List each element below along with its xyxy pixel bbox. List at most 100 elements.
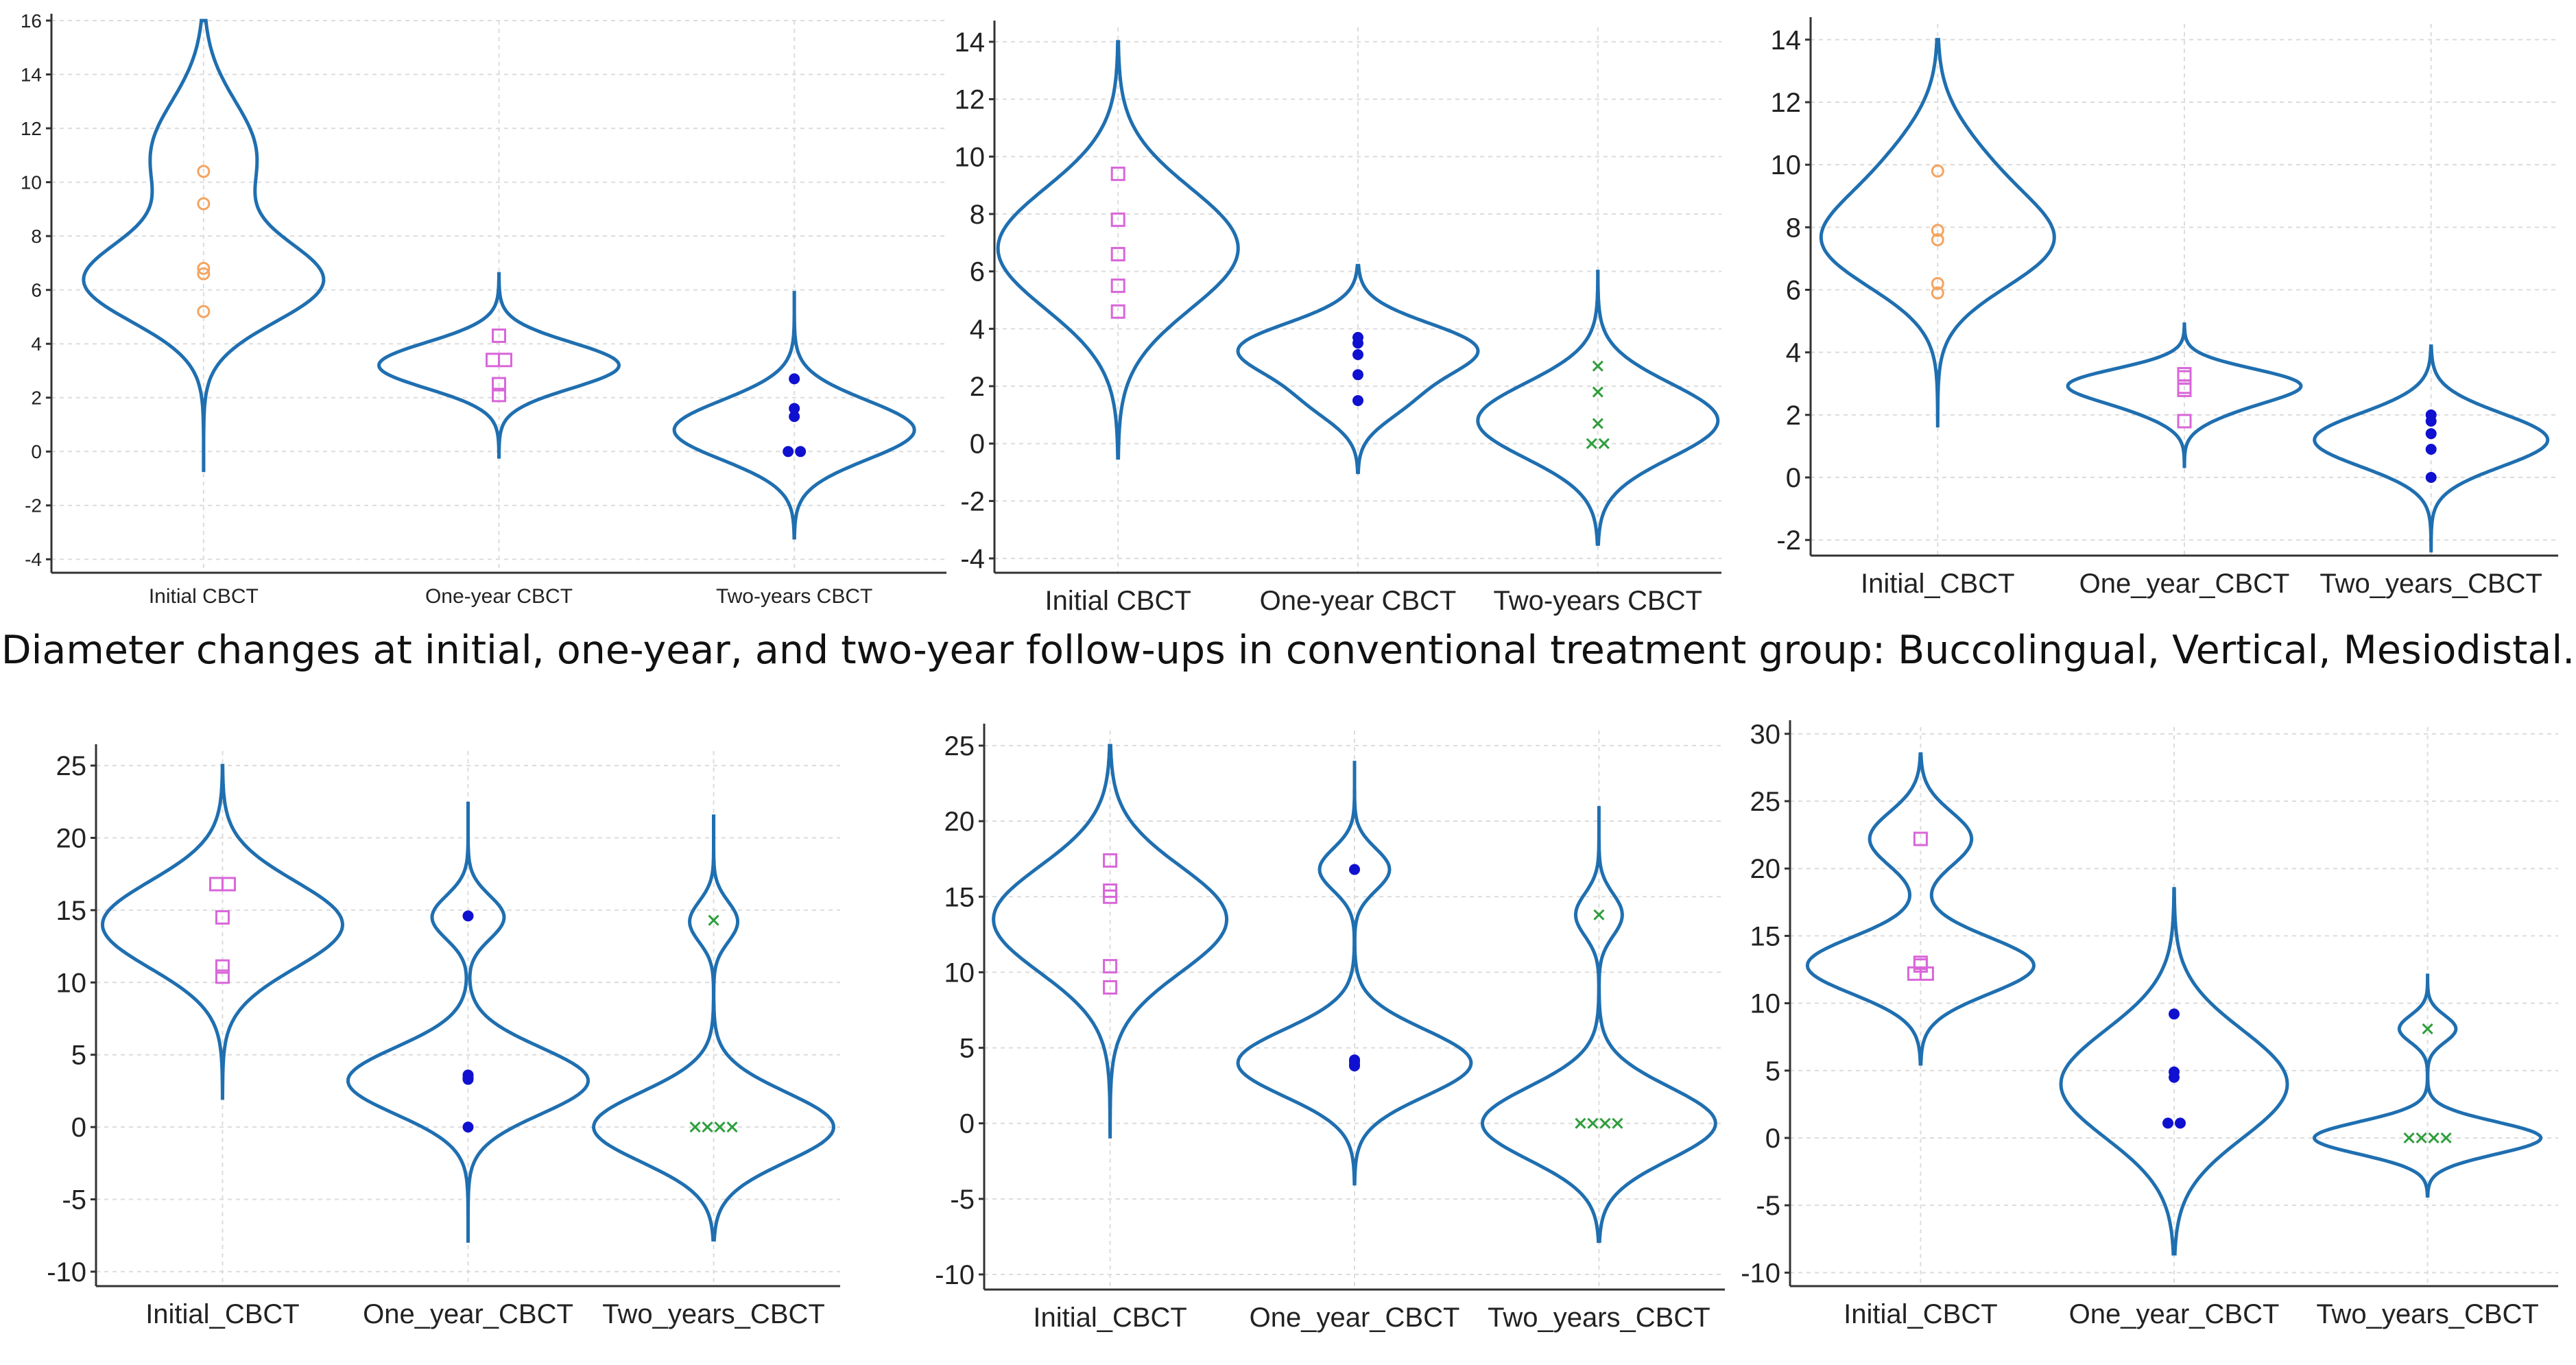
chart-vertical-2: -10 -5 0 5 10 15 20 25 Initial_CBCT One_year_CBCT… [935, 724, 1725, 1333]
violin-initial-cbct [1819, 38, 2056, 428]
y-tick-label: 0 [71, 1113, 86, 1143]
chart-mesiodistal-2: -10 -5 0 5 10 15 20 25 30 Initial_CBCT One_year_CB… [1741, 720, 2558, 1329]
y-tick-label: 15 [944, 882, 975, 912]
y-tick-label: -10 [47, 1257, 86, 1287]
data-point [2428, 1132, 2440, 1144]
data-point [2175, 1117, 2186, 1129]
y-tick-label: -2 [960, 486, 985, 517]
violin-one-year-cbct [377, 272, 621, 459]
data-point [1919, 966, 1934, 981]
y-tick-label: 5 [71, 1041, 86, 1071]
data-point [1931, 276, 1944, 290]
data-point [1575, 1117, 1586, 1129]
violin-initial-cbct [996, 40, 1240, 460]
violin-one-year-cbct [346, 801, 591, 1243]
data-point [1931, 233, 1944, 247]
violin-one-year-cbct [1236, 263, 1480, 475]
data-point [1103, 980, 1118, 995]
data-point [1592, 418, 1603, 429]
y-tick-label: 10 [56, 968, 87, 998]
y-tick-label: 2 [31, 388, 42, 409]
data-point [221, 877, 236, 892]
y-tick-label: 5 [959, 1034, 975, 1064]
data-point [197, 261, 211, 275]
x-category-label: Initial_CBCT [1844, 1299, 1998, 1329]
data-point [2425, 428, 2437, 440]
data-point [1110, 247, 1125, 262]
data-point [1599, 1117, 1611, 1129]
data-point [215, 910, 230, 925]
y-tick-label: 2 [970, 372, 985, 402]
y-tick-label: 15 [56, 896, 87, 926]
data-point [1103, 889, 1118, 904]
y-tick-label: 5 [1765, 1056, 1780, 1087]
data-point [215, 969, 230, 984]
data-point [1352, 394, 1363, 406]
y-tick-label: 10 [1750, 989, 1781, 1019]
y-tick-label: 0 [1765, 1124, 1780, 1154]
data-point [1593, 909, 1605, 921]
data-point [2169, 1071, 2180, 1083]
data-point [1587, 1117, 1599, 1129]
x-category-label: Two_years_CBCT [2316, 1299, 2539, 1329]
y-tick-label: 10 [1771, 150, 1802, 180]
data-point [1931, 164, 1944, 178]
y-tick-label: 0 [970, 429, 985, 460]
data-point [2422, 1023, 2433, 1034]
data-point [708, 914, 719, 926]
y-tick-label: 6 [1786, 276, 1801, 306]
data-point [689, 1121, 701, 1133]
data-point [783, 446, 794, 458]
violin-one-year-cbct [2059, 887, 2289, 1256]
y-tick-label: 15 [1750, 921, 1781, 951]
data-point [462, 910, 474, 922]
violin-one-year-cbct [2066, 322, 2303, 468]
y-tick-label: 0 [1786, 463, 1801, 493]
y-tick-label: -4 [960, 544, 985, 574]
data-point [492, 388, 506, 403]
y-tick-label: 12 [1771, 88, 1802, 118]
y-tick-label: 10 [944, 958, 975, 988]
x-category-label: Two_years_CBCT [2319, 569, 2542, 599]
violin-two-years-cbct [591, 814, 836, 1242]
y-tick-label: 30 [1750, 720, 1781, 750]
data-point [197, 197, 211, 211]
data-point [789, 403, 800, 414]
chart-mesiodistal-1: -2 0 2 4 6 8 10 12 14 Initial_CBCT One_year_CBCT Tw… [1771, 17, 2558, 599]
data-point [2169, 1008, 2180, 1020]
chart-vertical-1: -4 -2 0 2 4 6 8 10 12 14 Initial CBCT One-year CBCT… [955, 21, 1721, 616]
y-tick-label: 20 [944, 807, 975, 837]
y-tick-label: 10 [955, 142, 986, 172]
y-tick-label: 16 [21, 10, 42, 32]
y-tick-label: 20 [56, 823, 87, 853]
data-point [1592, 360, 1603, 372]
data-point [492, 377, 506, 392]
y-tick-label: 4 [970, 314, 985, 344]
data-point [197, 305, 211, 318]
data-point [2416, 1132, 2427, 1144]
data-point [726, 1121, 738, 1133]
figure-caption: Diameter changes at initial, one-year, a… [1, 628, 2575, 673]
x-category-label: Two_years_CBCT [1488, 1303, 1710, 1333]
data-point [1931, 224, 1944, 237]
data-point [702, 1121, 713, 1133]
y-tick-label: 25 [944, 731, 975, 761]
data-point [1110, 212, 1125, 227]
data-point [2425, 444, 2437, 455]
x-category-label: Initial_CBCT [145, 1299, 300, 1329]
x-category-label: One-year CBCT [1260, 586, 1457, 616]
data-point [2403, 1132, 2415, 1144]
data-point [1352, 369, 1363, 381]
data-point [1110, 166, 1125, 181]
data-point [215, 959, 230, 974]
y-tick-label: -10 [935, 1260, 975, 1290]
violin-two-years-cbct [2313, 973, 2543, 1198]
data-point [498, 353, 512, 368]
y-tick-label: -2 [25, 495, 42, 517]
data-point [197, 267, 211, 281]
violin-initial-cbct [82, 19, 326, 473]
data-point [795, 446, 807, 458]
data-point [1612, 1117, 1623, 1129]
y-tick-label: 14 [955, 27, 986, 58]
y-tick-label: 8 [970, 200, 985, 230]
